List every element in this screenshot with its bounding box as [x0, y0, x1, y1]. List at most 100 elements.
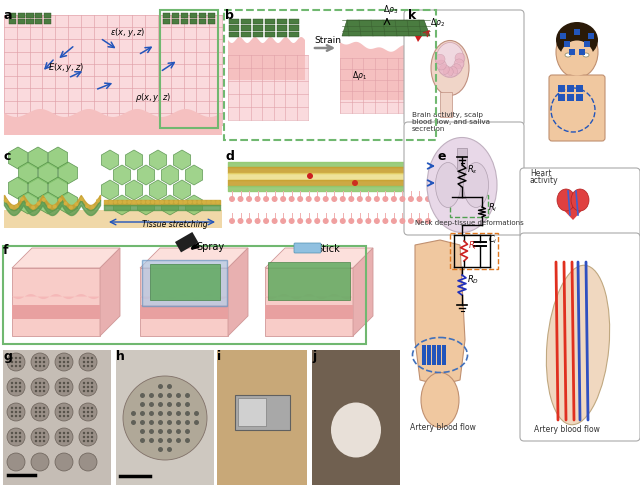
- Polygon shape: [101, 150, 118, 170]
- Circle shape: [255, 218, 260, 224]
- Bar: [340, 58, 433, 113]
- Circle shape: [7, 353, 25, 371]
- Circle shape: [280, 218, 286, 224]
- Circle shape: [36, 201, 40, 206]
- Text: Artery blood flow: Artery blood flow: [410, 423, 476, 432]
- Bar: [576, 85, 583, 92]
- Circle shape: [87, 432, 89, 434]
- Text: $\Delta\rho_2$: $\Delta\rho_2$: [430, 16, 445, 29]
- Text: b: b: [225, 9, 234, 22]
- Circle shape: [454, 59, 464, 69]
- Circle shape: [131, 420, 136, 425]
- Circle shape: [59, 390, 61, 392]
- Circle shape: [39, 365, 41, 367]
- Bar: [180, 19, 188, 24]
- Text: Heart: Heart: [530, 169, 552, 178]
- Ellipse shape: [556, 26, 598, 78]
- Circle shape: [7, 378, 25, 396]
- Circle shape: [229, 218, 235, 224]
- Circle shape: [39, 407, 41, 409]
- Circle shape: [43, 357, 45, 359]
- Circle shape: [357, 196, 363, 202]
- Circle shape: [280, 196, 286, 202]
- Circle shape: [7, 403, 25, 421]
- Circle shape: [43, 436, 45, 438]
- Circle shape: [306, 218, 312, 224]
- Circle shape: [63, 432, 65, 434]
- Circle shape: [194, 420, 199, 425]
- Ellipse shape: [557, 189, 575, 211]
- Circle shape: [43, 407, 45, 409]
- Circle shape: [176, 393, 181, 398]
- Circle shape: [83, 382, 85, 384]
- Circle shape: [35, 386, 37, 388]
- Bar: [558, 94, 565, 101]
- Circle shape: [35, 382, 37, 384]
- Circle shape: [63, 365, 65, 367]
- Circle shape: [83, 357, 85, 359]
- Polygon shape: [125, 180, 143, 200]
- Circle shape: [158, 411, 163, 416]
- Polygon shape: [186, 165, 203, 185]
- Circle shape: [167, 429, 172, 434]
- Circle shape: [79, 428, 97, 446]
- Bar: [208, 19, 215, 24]
- Circle shape: [91, 432, 93, 434]
- Bar: [235, 395, 290, 430]
- Circle shape: [63, 361, 65, 363]
- Bar: [289, 26, 300, 30]
- Bar: [442, 345, 446, 365]
- Polygon shape: [415, 36, 422, 42]
- Circle shape: [183, 200, 188, 204]
- Text: $\Delta\rho_3$: $\Delta\rho_3$: [383, 3, 398, 16]
- Bar: [241, 32, 252, 37]
- Circle shape: [39, 415, 41, 417]
- Ellipse shape: [427, 137, 497, 233]
- Circle shape: [7, 428, 25, 446]
- Circle shape: [179, 200, 182, 204]
- Circle shape: [146, 200, 150, 204]
- Circle shape: [55, 403, 73, 421]
- Circle shape: [55, 378, 73, 396]
- Circle shape: [35, 432, 37, 434]
- Bar: [265, 32, 275, 37]
- Circle shape: [11, 440, 13, 442]
- Bar: [26, 19, 34, 24]
- Text: e: e: [438, 150, 447, 163]
- Circle shape: [47, 205, 51, 209]
- Circle shape: [91, 407, 93, 409]
- Circle shape: [83, 415, 85, 417]
- Circle shape: [340, 196, 346, 202]
- Circle shape: [167, 447, 172, 452]
- Circle shape: [340, 218, 346, 224]
- Circle shape: [67, 390, 69, 392]
- Circle shape: [207, 200, 211, 204]
- Bar: [17, 19, 25, 24]
- Circle shape: [87, 390, 89, 392]
- Circle shape: [80, 197, 84, 201]
- Bar: [208, 13, 215, 18]
- Text: k: k: [408, 9, 416, 22]
- Circle shape: [149, 411, 154, 416]
- Circle shape: [43, 365, 45, 367]
- Circle shape: [15, 440, 17, 442]
- Bar: [289, 32, 300, 37]
- Circle shape: [271, 218, 278, 224]
- Circle shape: [15, 204, 19, 208]
- Circle shape: [436, 60, 446, 70]
- Circle shape: [39, 432, 41, 434]
- Circle shape: [63, 201, 68, 206]
- Polygon shape: [4, 109, 222, 135]
- Circle shape: [87, 415, 89, 417]
- Bar: [35, 19, 42, 24]
- Circle shape: [83, 436, 85, 438]
- FancyBboxPatch shape: [404, 10, 524, 126]
- Circle shape: [127, 200, 131, 204]
- Text: f: f: [3, 244, 8, 257]
- Bar: [588, 33, 594, 39]
- Bar: [140, 305, 228, 319]
- Ellipse shape: [436, 43, 464, 78]
- Polygon shape: [38, 192, 58, 214]
- Circle shape: [140, 429, 145, 434]
- Circle shape: [4, 199, 8, 203]
